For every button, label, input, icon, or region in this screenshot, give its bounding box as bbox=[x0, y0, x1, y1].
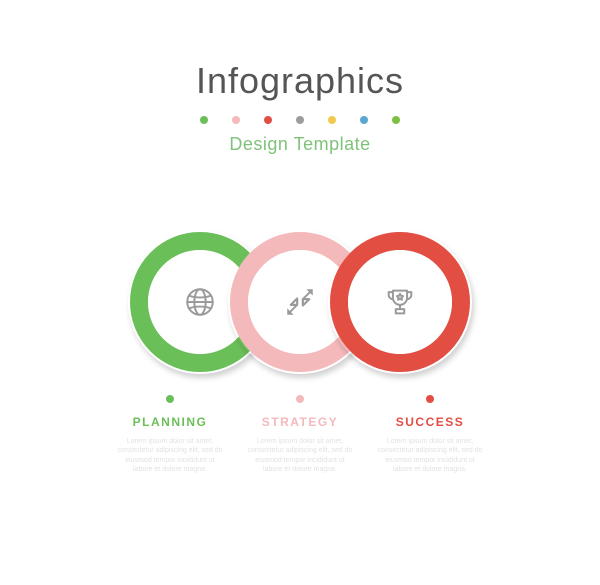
column-title: PLANNING bbox=[110, 415, 230, 429]
header-dot-3 bbox=[296, 116, 304, 124]
column-planning: PLANNING Lorem ipsum dolor sit amet, cons… bbox=[110, 395, 230, 475]
header-dot-4 bbox=[328, 116, 336, 124]
column-dot bbox=[426, 395, 434, 403]
trophy-icon bbox=[348, 250, 452, 354]
column-body: Lorem ipsum dolor sit amet, consectetur … bbox=[240, 437, 360, 475]
ring-2 bbox=[330, 232, 470, 372]
page-subtitle: Design Template bbox=[0, 134, 600, 155]
header-dot-5 bbox=[360, 116, 368, 124]
page-title: Infographics bbox=[0, 60, 600, 102]
column-body: Lorem ipsum dolor sit amet, consectetur … bbox=[370, 437, 490, 475]
columns-row: PLANNING Lorem ipsum dolor sit amet, cons… bbox=[0, 395, 600, 475]
header-dot-1 bbox=[232, 116, 240, 124]
column-success: SUCCESS Lorem ipsum dolor sit amet, conse… bbox=[370, 395, 490, 475]
column-strategy: STRATEGY Lorem ipsum dolor sit amet, cons… bbox=[240, 395, 360, 475]
header-dot-6 bbox=[392, 116, 400, 124]
column-dot bbox=[166, 395, 174, 403]
column-body: Lorem ipsum dolor sit amet, consectetur … bbox=[110, 437, 230, 475]
column-title: STRATEGY bbox=[240, 415, 360, 429]
header-dot-0 bbox=[200, 116, 208, 124]
column-title: SUCCESS bbox=[370, 415, 490, 429]
header-dot-row bbox=[0, 116, 600, 124]
column-dot bbox=[296, 395, 304, 403]
header-dot-2 bbox=[264, 116, 272, 124]
header: Infographics Design Template bbox=[0, 60, 600, 155]
rings-row bbox=[0, 232, 600, 372]
